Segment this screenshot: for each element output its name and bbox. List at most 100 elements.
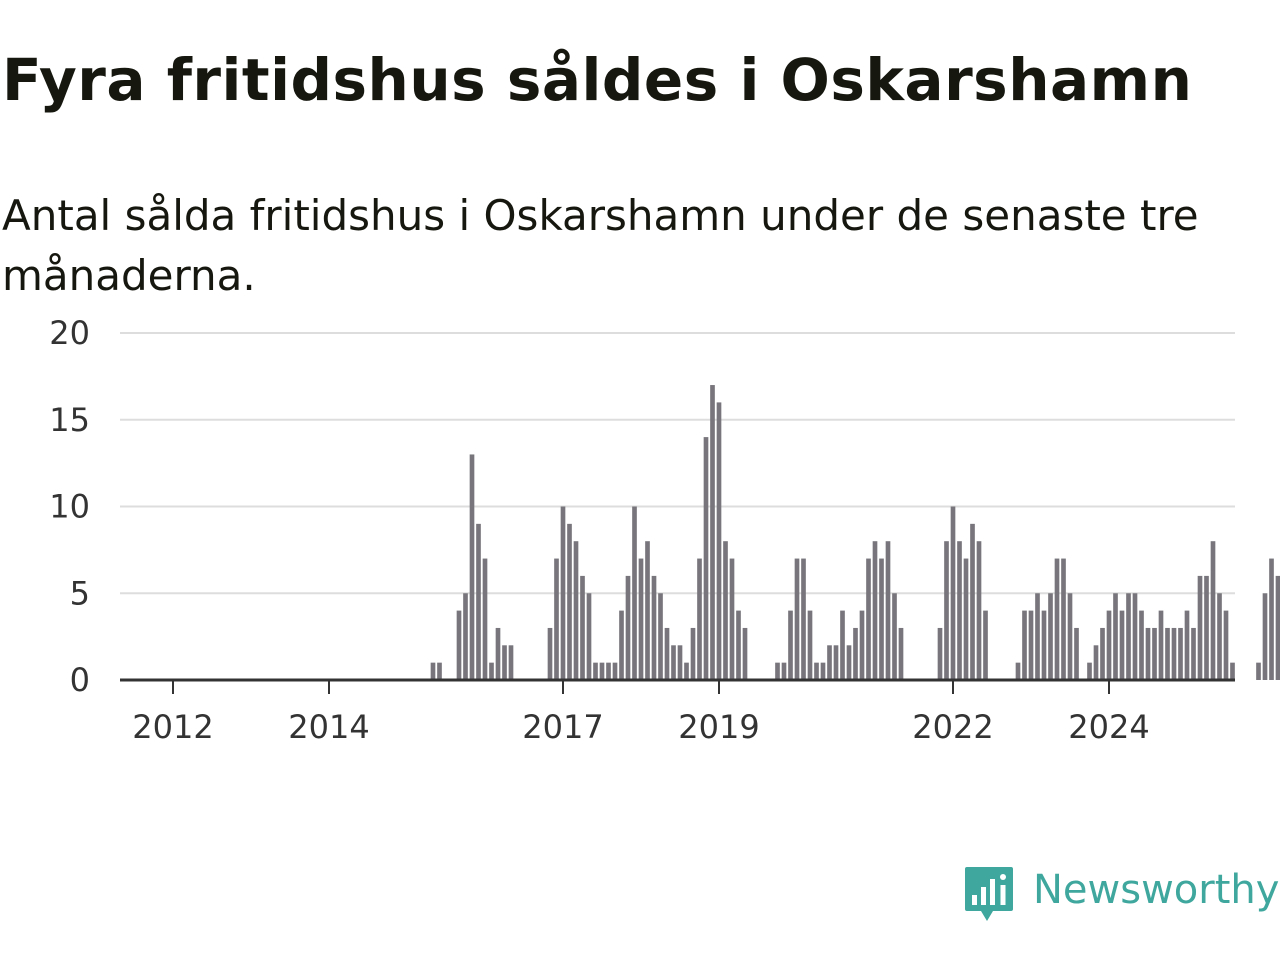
bar (1126, 593, 1131, 680)
bar (1275, 575, 1280, 680)
bar (690, 627, 696, 680)
bar (736, 610, 741, 680)
bar (1100, 627, 1105, 680)
bar (963, 558, 969, 680)
bar (1074, 627, 1079, 680)
bar (1223, 610, 1229, 680)
bar (710, 385, 715, 680)
bar (820, 662, 826, 680)
bar (781, 662, 787, 680)
page-subtitle: Antal sålda fritidshus i Oskarshamn unde… (2, 191, 1199, 300)
bar (814, 662, 819, 680)
bar (469, 454, 475, 680)
bar (1106, 610, 1112, 680)
bar (1119, 610, 1125, 680)
bar (684, 662, 689, 680)
bar (794, 558, 800, 680)
bar (879, 558, 884, 680)
bar (625, 575, 631, 680)
bar (801, 558, 806, 680)
bar (1028, 610, 1034, 680)
bar (1178, 627, 1183, 680)
x-tick-label: 2014 (288, 708, 369, 746)
bar (716, 402, 722, 680)
bar (1158, 610, 1164, 680)
bar (1204, 575, 1209, 680)
bar (950, 506, 956, 680)
bar (658, 593, 663, 680)
bar (1171, 627, 1177, 680)
x-tick-label: 2017 (522, 708, 603, 746)
bar (866, 558, 871, 680)
bar (632, 506, 637, 680)
bar (508, 645, 514, 680)
bar (476, 523, 481, 680)
bar (898, 627, 904, 680)
bar (482, 558, 488, 680)
bar (489, 662, 494, 680)
bar (1256, 662, 1261, 680)
bar (495, 627, 501, 680)
bar (1048, 593, 1053, 680)
bar (1184, 610, 1190, 680)
bar (463, 593, 468, 680)
bar (729, 558, 735, 680)
bar (638, 558, 644, 680)
newsworthy-logo-icon (965, 867, 1013, 921)
bar (742, 627, 748, 680)
bar (827, 645, 832, 680)
bar (833, 645, 839, 680)
bar (586, 593, 592, 680)
page-title: Fyra fritidshus såldes i Oskarshamn (2, 46, 1193, 114)
bar-chart: 051015202012201420172019202220244 (49, 314, 1280, 746)
bar (957, 541, 962, 680)
bar (703, 437, 709, 680)
bar (612, 662, 618, 680)
bar (606, 662, 611, 680)
bar (560, 506, 566, 680)
x-tick-label: 2019 (678, 708, 759, 746)
bar (1061, 558, 1066, 680)
bar (885, 541, 891, 680)
bar (430, 662, 436, 680)
bar (645, 541, 650, 680)
bar (723, 541, 728, 680)
brand-logo[interactable]: Newsworthy (963, 862, 1280, 932)
bar (840, 610, 845, 680)
bar (892, 593, 897, 680)
y-tick-label: 20 (49, 314, 90, 352)
bar (846, 645, 852, 680)
y-tick-label: 5 (70, 574, 90, 612)
bar (807, 610, 813, 680)
bar (651, 575, 657, 680)
bar (976, 541, 982, 680)
bar (1145, 627, 1151, 680)
bar (697, 558, 702, 680)
bar (944, 541, 949, 680)
bar (1191, 627, 1196, 680)
bar (788, 610, 793, 680)
bar (502, 645, 507, 680)
bar (567, 523, 572, 680)
bar (859, 610, 865, 680)
bar (1113, 593, 1118, 680)
bar (437, 662, 442, 680)
bar (853, 627, 858, 680)
bar (970, 523, 975, 680)
bar (1139, 610, 1144, 680)
bar (1054, 558, 1060, 680)
bar (1041, 610, 1047, 680)
bar (1217, 593, 1222, 680)
bar (1269, 558, 1274, 680)
y-tick-label: 10 (49, 488, 90, 526)
y-tick-label: 15 (49, 401, 90, 439)
bar (872, 541, 878, 680)
bar (677, 645, 683, 680)
x-tick-label: 2024 (1068, 708, 1149, 746)
bar (671, 645, 676, 680)
y-tick-label: 0 (70, 661, 90, 699)
bar (1035, 593, 1040, 680)
bar (573, 541, 579, 680)
bar (664, 627, 670, 680)
brand-name: Newsworthy (1033, 867, 1280, 913)
